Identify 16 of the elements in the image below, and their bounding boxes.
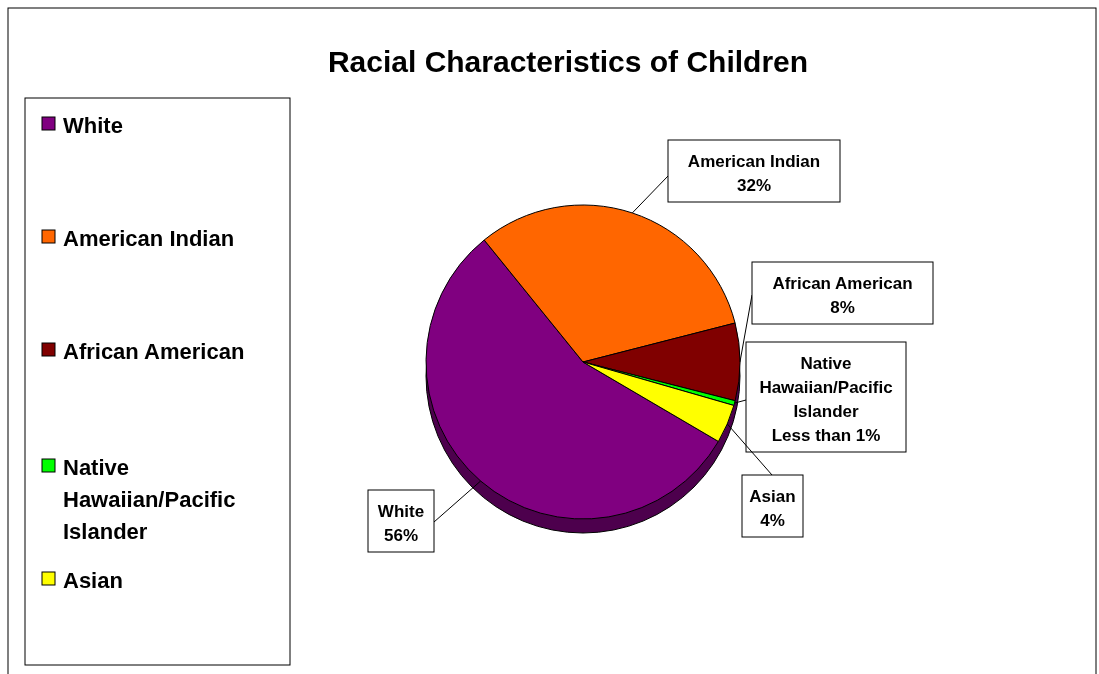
data-label: 56%: [383, 526, 419, 545]
legend-label: American Indian: [63, 226, 235, 251]
slice-label: Native Hawaiian/Pacific Islander: [759, 354, 893, 421]
legend-label: White: [63, 113, 123, 138]
slice-label: American Indian: [687, 152, 821, 171]
chart-title: Racial Characteristics of Children: [327, 45, 809, 78]
data-label: 4%: [760, 511, 785, 530]
slice-label: African American: [772, 274, 913, 293]
legend-label: Asian: [63, 568, 123, 593]
slice-label: Asian: [749, 487, 796, 506]
legend-label: Native Hawaiian/Pacific Islander: [63, 455, 236, 544]
data-label: 8%: [830, 298, 855, 317]
slice-label: White: [377, 502, 425, 521]
data-label: Less than 1%: [771, 426, 881, 445]
data-label: 32%: [736, 176, 772, 195]
legend-label: African American: [63, 339, 245, 364]
